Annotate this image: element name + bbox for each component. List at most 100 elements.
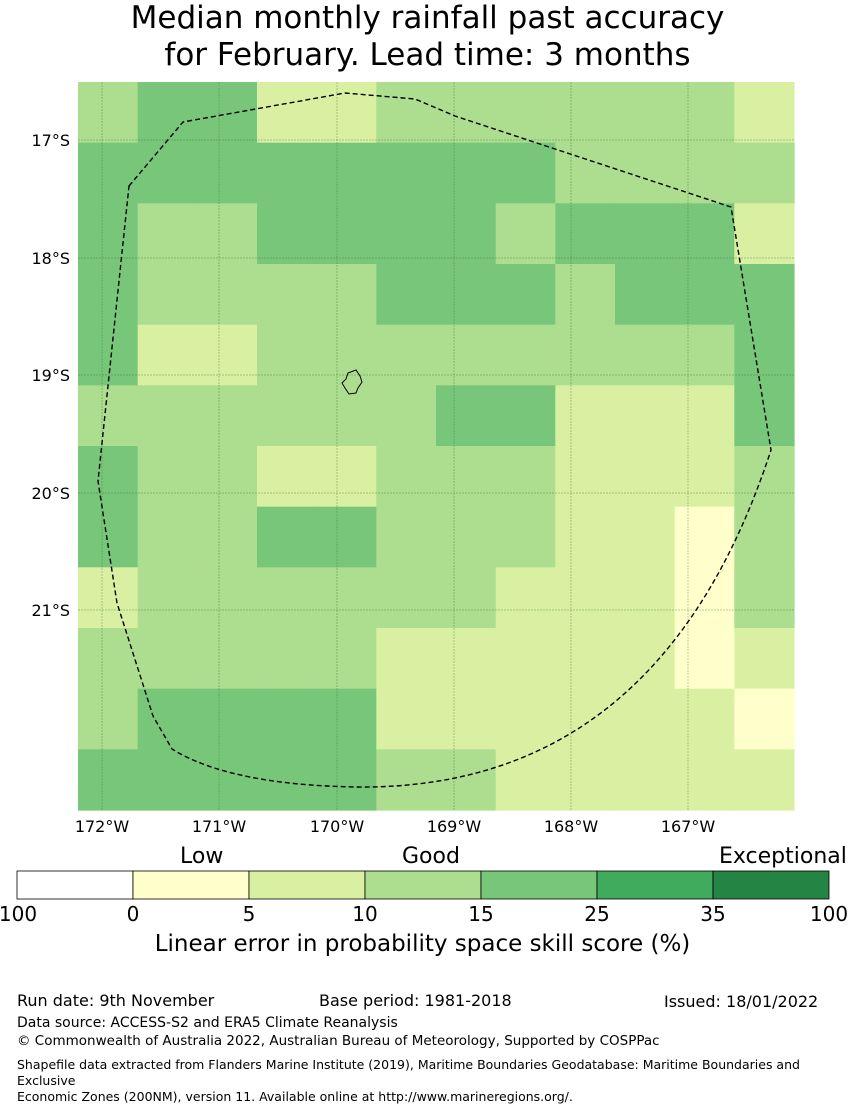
skill-cell: [257, 688, 318, 750]
skill-cell: [734, 688, 795, 750]
colorbar-segment: [364, 870, 482, 900]
colorbar-tick: 100: [0, 902, 38, 926]
skill-cell: [734, 446, 795, 508]
skill-cell: [615, 324, 676, 386]
skill-cell: [555, 142, 616, 204]
skill-cell: [197, 264, 258, 326]
skill-cell: [376, 688, 437, 750]
skill-cell: [674, 506, 735, 568]
skill-cell: [78, 324, 139, 386]
skill-cell: [376, 142, 437, 204]
skill-cell: [257, 567, 318, 629]
skill-cell: [436, 324, 497, 386]
longitude-label: 170°W: [310, 817, 365, 836]
colorbar: [16, 870, 830, 900]
map-title-line1: Median monthly rainfall past accuracy: [130, 0, 725, 36]
colorbar-segment: [248, 870, 366, 900]
skill-cell: [555, 385, 616, 447]
map-title-line2: for February. Lead time: 3 months: [164, 37, 691, 73]
skill-cell: [495, 203, 556, 265]
copyright: © Commonwealth of Australia 2022, Austra…: [17, 1033, 660, 1049]
skill-cell: [495, 264, 556, 326]
skill-cell: [495, 82, 556, 144]
skill-cell: [674, 82, 735, 144]
skill-cell: [555, 203, 616, 265]
data-source: Data source: ACCESS-S2 and ERA5 Climate …: [17, 1015, 398, 1031]
colorbar-tick: 10: [352, 902, 378, 926]
skill-cell: [495, 142, 556, 204]
skill-cell: [376, 82, 437, 144]
skill-cell: [316, 142, 377, 204]
skill-cell: [257, 324, 318, 386]
skill-cell: [674, 688, 735, 750]
skill-cell: [615, 203, 676, 265]
skill-cell: [376, 628, 437, 690]
skill-cell: [78, 203, 139, 265]
colorbar-tick: 5: [242, 902, 256, 926]
skill-cell: [257, 446, 318, 508]
skill-cell: [674, 385, 735, 447]
skill-cell: [257, 142, 318, 204]
skill-cell: [376, 203, 437, 265]
skill-cell: [78, 749, 139, 811]
skill-cell: [137, 142, 198, 204]
skill-cell: [734, 628, 795, 690]
skill-cell: [376, 385, 437, 447]
skill-cell: [615, 142, 676, 204]
skill-grid: [78, 82, 795, 811]
skill-cell: [316, 264, 377, 326]
skill-cell: [316, 628, 377, 690]
longitude-label: 172°W: [75, 817, 130, 836]
colorbar-segment: [16, 870, 134, 900]
skill-cell: [674, 142, 735, 204]
skill-cell: [436, 446, 497, 508]
skill-cell: [78, 385, 139, 447]
eez-boundary: [97, 92, 772, 788]
colorbar-label: Linear error in probability space skill …: [154, 931, 691, 957]
colorbar-segment: [480, 870, 598, 900]
longitude-label: 168°W: [544, 817, 599, 836]
skill-cell: [137, 628, 198, 690]
skill-cell: [257, 82, 318, 144]
colorbar-category-good: Good: [402, 844, 460, 869]
colorbar-segment: [596, 870, 714, 900]
skill-cell: [734, 203, 795, 265]
skill-cell: [257, 264, 318, 326]
colorbar-category-low: Low: [180, 844, 224, 869]
skill-cell: [197, 749, 258, 811]
skill-cell: [436, 264, 497, 326]
skill-cell: [197, 628, 258, 690]
skill-cell: [674, 446, 735, 508]
skill-cell: [555, 506, 616, 568]
skill-cell: [376, 506, 437, 568]
skill-cell: [197, 446, 258, 508]
skill-cell: [436, 628, 497, 690]
latitude-labels: 17°S 18°S 19°S 20°S 21°S: [31, 131, 70, 620]
colorbar-segment: [712, 870, 830, 900]
skill-cell: [734, 82, 795, 144]
latitude-label: 20°S: [31, 484, 70, 503]
skill-cell: [78, 142, 139, 204]
skill-cell: [555, 446, 616, 508]
skill-cell: [197, 506, 258, 568]
skill-cell: [316, 749, 377, 811]
skill-cell: [734, 142, 795, 204]
skill-cell: [316, 688, 377, 750]
skill-cell: [436, 688, 497, 750]
skill-cell: [734, 749, 795, 811]
skill-cell: [495, 628, 556, 690]
colorbar-category-exceptional: Exceptional: [719, 844, 847, 869]
skill-cell: [197, 203, 258, 265]
skill-cell: [615, 749, 676, 811]
skill-cell: [137, 264, 198, 326]
skill-cell: [615, 264, 676, 326]
skill-cell: [495, 506, 556, 568]
latitude-label: 17°S: [31, 131, 70, 150]
skill-cell: [197, 567, 258, 629]
longitude-labels: 172°W 171°W 170°W 169°W 168°W 167°W: [75, 817, 716, 836]
skill-cell: [555, 82, 616, 144]
skill-cell: [197, 142, 258, 204]
island-outline: [341, 369, 363, 395]
skill-cell: [615, 688, 676, 750]
skill-cell: [674, 628, 735, 690]
